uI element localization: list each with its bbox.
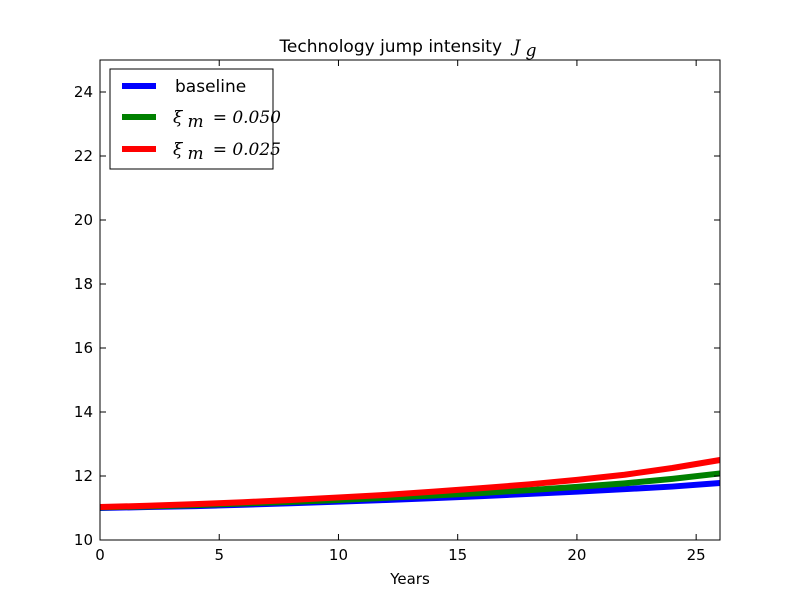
y-tick-label: 24	[74, 83, 93, 101]
x-tick-label: 5	[214, 546, 224, 564]
x-tick-label: 20	[567, 546, 586, 564]
y-tick-label: 16	[74, 339, 93, 357]
chart-title-math-symbol: J	[510, 37, 521, 57]
y-tick-label: 22	[74, 147, 93, 165]
x-tick-label: 25	[687, 546, 706, 564]
legend-xi-subscript: m	[187, 112, 203, 132]
x-tick-label: 0	[95, 546, 105, 564]
y-tick-label: 14	[74, 403, 93, 421]
legend-label-xi-0050: ξ m = 0.050	[173, 108, 281, 132]
y-tick-label: 10	[74, 531, 93, 549]
x-tick-label: 15	[448, 546, 467, 564]
chart-title-text: Technology jump intensity	[278, 37, 502, 57]
x-axis-label: Years	[389, 570, 430, 588]
legend-xi-value: = 0.050	[213, 108, 281, 128]
y-tick-label: 20	[74, 211, 93, 229]
legend-xi-subscript: m	[187, 144, 203, 164]
series-group	[99, 457, 721, 511]
y-tick-label: 12	[74, 467, 93, 485]
x-axis-ticks: 0 5 10 15 20 25	[95, 60, 706, 564]
x-tick-label: 10	[329, 546, 348, 564]
legend-xi-symbol: ξ	[173, 108, 184, 128]
y-tick-label: 18	[74, 275, 93, 293]
chart-title-math-subscript: g	[526, 41, 537, 61]
chart-title: Technology jump intensity J g	[278, 37, 536, 61]
legend-xi-value: = 0.025	[213, 140, 281, 160]
series-line-2	[99, 457, 721, 511]
plot-area-frame	[99, 59, 721, 541]
legend-label-baseline: baseline	[175, 77, 246, 97]
legend-xi-symbol: ξ	[173, 140, 184, 160]
legend: baseline ξ m = 0.050 ξ m = 0.025	[109, 68, 281, 170]
y-axis-ticks: 10 12 14 16 18 20 22 24	[74, 83, 720, 549]
legend-label-xi-0025: ξ m = 0.025	[173, 140, 281, 164]
